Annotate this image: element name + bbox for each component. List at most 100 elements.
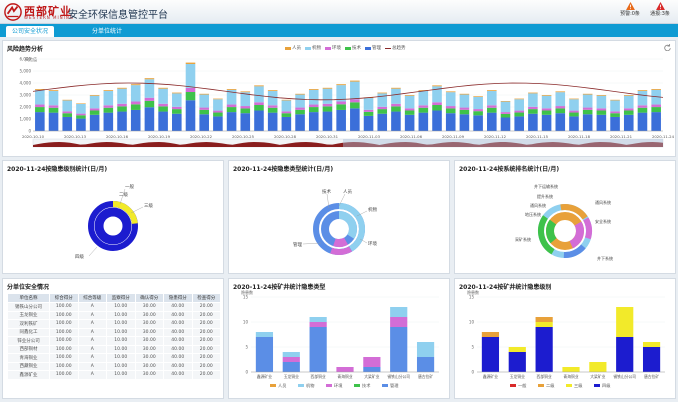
risk-bar-segment: [651, 107, 661, 113]
risk-bar-segment: [322, 106, 333, 112]
table-cell: 10.00: [106, 327, 136, 337]
table-row[interactable]: 锡铁山分公司 100.00 A 10.00 30.00 40.00 20.00: [7, 302, 221, 312]
risk-bar-segment: [651, 104, 661, 108]
tab-unit-statistics[interactable]: 分单位统计: [92, 28, 123, 35]
bar-segment[interactable]: [363, 357, 381, 367]
risk-bar-segment: [185, 62, 196, 64]
risk-bar-segment: [144, 100, 155, 108]
risk-bar-segment: [377, 106, 388, 110]
western-mining-logo-icon: [4, 3, 22, 21]
table-cell: 20.00: [191, 361, 221, 371]
bar-segment[interactable]: [616, 307, 634, 337]
bar-segment[interactable]: [642, 342, 661, 347]
refresh-icon[interactable]: [664, 44, 671, 51]
y-tick-label: 5,000: [20, 69, 32, 74]
bar-segment[interactable]: [416, 357, 435, 372]
type-label-object: 机物: [368, 206, 377, 213]
legend-item[interactable]: 环境: [325, 45, 341, 51]
risk-bar-segment: [582, 107, 593, 110]
type-label-tech: 技术: [322, 188, 331, 195]
bar-segment[interactable]: [390, 317, 408, 327]
bar-segment[interactable]: [336, 367, 354, 372]
table-row[interactable]: 西部铜材 100.00 A 10.00 30.00 40.00 20.00: [7, 344, 221, 354]
bar-segment[interactable]: [390, 327, 408, 372]
table-cell: 30.00: [134, 344, 164, 354]
level-label-3: 三级: [144, 202, 153, 209]
x-tick-label: 2020-10-10: [22, 134, 45, 139]
table-row[interactable]: 锌业分公司 100.00 A 10.00 30.00 40.00 20.00: [7, 336, 221, 346]
bar-segment[interactable]: [282, 352, 300, 357]
legend-item[interactable]: 人员: [285, 45, 301, 51]
system-donut-chart: 井下运输系统 通风系统 提升系统 通风系统 地压系统 安全系统 采矿系统 井下系…: [515, 183, 613, 261]
bar-segment[interactable]: [255, 337, 274, 372]
x-tick-label: 玉龙铜业: [284, 374, 299, 379]
warning-alarm[interactable]: 预警:0条: [610, 2, 650, 22]
table-cell: 100.00: [49, 336, 79, 346]
bar-segment[interactable]: [282, 357, 300, 362]
table-row[interactable]: 双利铁矿 100.00 A 10.00 30.00 40.00 20.00: [7, 319, 221, 329]
table-row[interactable]: 同鑫化工 100.00 A 10.00 30.00 40.00 20.00: [7, 327, 221, 337]
column-header[interactable]: 监察得分: [106, 293, 136, 303]
column-header[interactable]: 确认得分: [134, 293, 164, 303]
bar-segment[interactable]: [616, 337, 634, 372]
risk-bar-segment: [569, 112, 579, 117]
legend-item[interactable]: 总趋势: [385, 45, 406, 51]
tab-company-safety[interactable]: 公司安全状况: [6, 26, 55, 37]
table-cell: 100.00: [49, 344, 79, 354]
risk-bar-segment: [623, 108, 634, 111]
risk-bar-segment: [541, 108, 552, 111]
bar-segment[interactable]: [363, 367, 381, 372]
risk-bar-segment: [377, 109, 388, 114]
table-cell: 30.00: [134, 319, 164, 329]
legend-item[interactable]: 机物: [305, 45, 321, 51]
risk-bar-segment: [76, 118, 86, 131]
bar-segment[interactable]: [508, 347, 526, 352]
risk-bar-segment: [199, 109, 209, 115]
bar-segment[interactable]: [481, 337, 500, 372]
bar-segment[interactable]: [535, 327, 553, 372]
bar-segment[interactable]: [562, 367, 580, 372]
risk-bar-segment: [226, 107, 237, 113]
bar-segment[interactable]: [309, 322, 327, 327]
bar-segment[interactable]: [508, 352, 526, 372]
legend-item[interactable]: 技术: [345, 45, 361, 51]
column-header[interactable]: 检查得分: [191, 293, 221, 303]
column-header[interactable]: 单位名称: [7, 293, 50, 303]
column-header[interactable]: 综合得分: [49, 293, 79, 303]
y-tick-label: 15: [243, 295, 249, 300]
risk-bar-segment: [158, 87, 168, 89]
bar-segment[interactable]: [390, 307, 408, 317]
risk-bar-segment: [103, 112, 114, 131]
column-header[interactable]: 综合等级: [77, 293, 107, 303]
risk-bar-segment: [336, 85, 346, 102]
bar-segment[interactable]: [309, 317, 327, 322]
bar-segment[interactable]: [416, 342, 435, 357]
table-row[interactable]: 西藏铜业 100.00 A 10.00 30.00 40.00 20.00: [7, 361, 221, 371]
legend-item[interactable]: 管理: [365, 45, 381, 51]
risk-bar-segment: [528, 93, 538, 107]
bar-segment[interactable]: [535, 322, 553, 327]
bar-segment[interactable]: [642, 347, 661, 372]
column-header[interactable]: 隐患得分: [163, 293, 193, 303]
notice-alarm[interactable]: 通报:3条: [640, 2, 678, 22]
risk-bar-segment: [185, 87, 196, 93]
y-tick-label: 15: [469, 295, 475, 300]
bar-segment[interactable]: [481, 332, 500, 337]
zoom-slider-handle[interactable]: [343, 139, 663, 147]
bar-segment[interactable]: [255, 332, 274, 337]
table-row[interactable]: 鑫源矿业 100.00 A 10.00 30.00 40.00 20.00: [7, 370, 221, 380]
bar-segment[interactable]: [535, 317, 553, 322]
system-title: 安全环保信息管控平台: [68, 10, 168, 21]
bar-segment[interactable]: [309, 327, 327, 372]
risk-bar-segment: [199, 107, 209, 110]
bar-segment[interactable]: [282, 362, 300, 372]
risk-bar-segment: [185, 92, 196, 101]
table-row[interactable]: 玉龙铜业 100.00 A 10.00 30.00 40.00 20.00: [7, 310, 221, 320]
x-tick-label: 西部铜业: [311, 374, 326, 379]
table-cell: 30.00: [134, 353, 164, 363]
table-cell: 40.00: [163, 310, 193, 320]
risk-bar-segment: [377, 113, 388, 131]
risk-bar-segment: [596, 95, 607, 109]
table-row[interactable]: 青海铜业 100.00 A 10.00 30.00 40.00 20.00: [7, 353, 221, 363]
bar-segment[interactable]: [589, 362, 607, 372]
